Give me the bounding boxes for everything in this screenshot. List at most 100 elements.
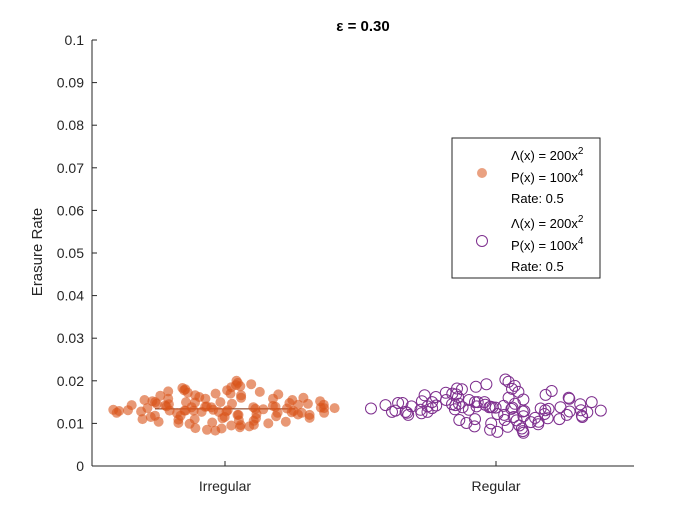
data-point (517, 393, 530, 406)
y-tick-label: 0 (76, 458, 84, 474)
data-point (173, 418, 184, 428)
data-point (585, 396, 598, 409)
data-point (215, 397, 226, 408)
x-axis: Irregular Regular (199, 461, 521, 494)
x-tick-label: Regular (471, 478, 520, 494)
data-point (554, 401, 567, 414)
data-point (508, 379, 521, 392)
data-point (498, 414, 511, 426)
data-point (532, 418, 545, 431)
data-point (396, 397, 409, 409)
y-axis: 0 0.01 0.02 0.03 0.04 0.05 0.06 0.07 0.08 0.09 0.1 (57, 32, 97, 474)
data-point (499, 373, 512, 386)
data-point (517, 426, 530, 439)
data-point (463, 394, 475, 406)
data-point (139, 395, 150, 405)
data-point (506, 401, 519, 414)
data-point (222, 385, 233, 396)
data-point (298, 392, 309, 403)
data-point (190, 397, 200, 408)
data-point (553, 413, 566, 426)
y-tick-label: 0.05 (57, 245, 84, 261)
data-point (541, 412, 554, 425)
data-point (233, 409, 244, 420)
y-tick-label: 0.01 (57, 415, 84, 431)
data-point (126, 400, 137, 411)
data-point (421, 405, 434, 418)
data-point (202, 424, 212, 435)
data-point (532, 415, 545, 428)
data-point (453, 414, 466, 426)
legend-entry-irregular: Λ(x) = 200x2 P(x) = 100x4 Rate: 0.5 (477, 146, 584, 206)
data-point (270, 401, 281, 412)
data-point (469, 380, 482, 393)
data-point (189, 414, 200, 425)
legend: Λ(x) = 200x2 P(x) = 100x4 Rate: 0.5 Λ(x)… (451, 137, 601, 279)
data-point (452, 391, 464, 403)
data-point (399, 405, 412, 418)
y-tick-label: 0.07 (57, 160, 84, 176)
data-point (181, 397, 191, 408)
data-point (145, 412, 156, 422)
data-point (560, 408, 573, 421)
data-point (498, 408, 511, 421)
data-point (414, 403, 427, 416)
legend-marker-open-circle (476, 235, 488, 247)
data-point (491, 425, 504, 438)
data-point (484, 400, 497, 413)
data-point (315, 402, 326, 413)
data-point (163, 399, 174, 410)
data-point (172, 408, 183, 419)
data-point (389, 404, 402, 417)
data-point (190, 390, 201, 401)
data-point (534, 402, 547, 415)
data-point (246, 379, 257, 390)
data-point (226, 420, 237, 431)
data-point (497, 399, 510, 412)
data-point (180, 405, 191, 416)
legend-p-text: P(x) = 100x4 (511, 168, 584, 185)
data-point (216, 423, 227, 434)
data-point (236, 390, 247, 401)
data-point (365, 402, 377, 415)
data-point (273, 389, 284, 400)
data-point (136, 406, 147, 417)
legend-entry-regular: Λ(x) = 200x2 P(x) = 100x4 Rate: 0.5 (476, 214, 584, 274)
data-point (501, 420, 514, 433)
data-point (478, 396, 491, 409)
legend-lambda-text: Λ(x) = 200x2 (511, 146, 584, 163)
data-point (581, 406, 594, 419)
data-point (545, 385, 558, 397)
data-point (471, 396, 484, 409)
y-axis-label: Erasure Rate (29, 208, 46, 296)
data-point (271, 411, 282, 422)
data-point (512, 385, 525, 398)
data-point (200, 393, 211, 404)
legend-rate-text: Rate: 0.5 (511, 191, 564, 206)
data-point (235, 381, 246, 392)
data-point (507, 411, 520, 423)
data-point (460, 417, 473, 429)
data-point (251, 413, 261, 424)
data-point (484, 423, 497, 436)
data-point (594, 404, 607, 417)
y-tick-label: 0.03 (57, 330, 84, 346)
data-point (539, 388, 552, 401)
data-point (469, 413, 481, 426)
chart-title: ε = 0.30 (336, 18, 389, 35)
y-tick-label: 0.02 (57, 373, 84, 389)
data-point (258, 404, 269, 415)
y-tick-label: 0.06 (57, 202, 84, 218)
data-point (506, 382, 518, 395)
y-tick-label: 0.09 (57, 75, 84, 91)
y-tick-label: 0.1 (65, 32, 85, 48)
data-point (448, 403, 461, 416)
data-point (188, 405, 199, 416)
data-point (508, 397, 521, 410)
data-point (542, 402, 555, 415)
data-point (440, 394, 453, 406)
data-point (524, 416, 537, 429)
data-point (254, 386, 265, 397)
legend-p-text: P(x) = 100x4 (511, 236, 584, 253)
y-tick-label: 0.04 (57, 288, 84, 304)
